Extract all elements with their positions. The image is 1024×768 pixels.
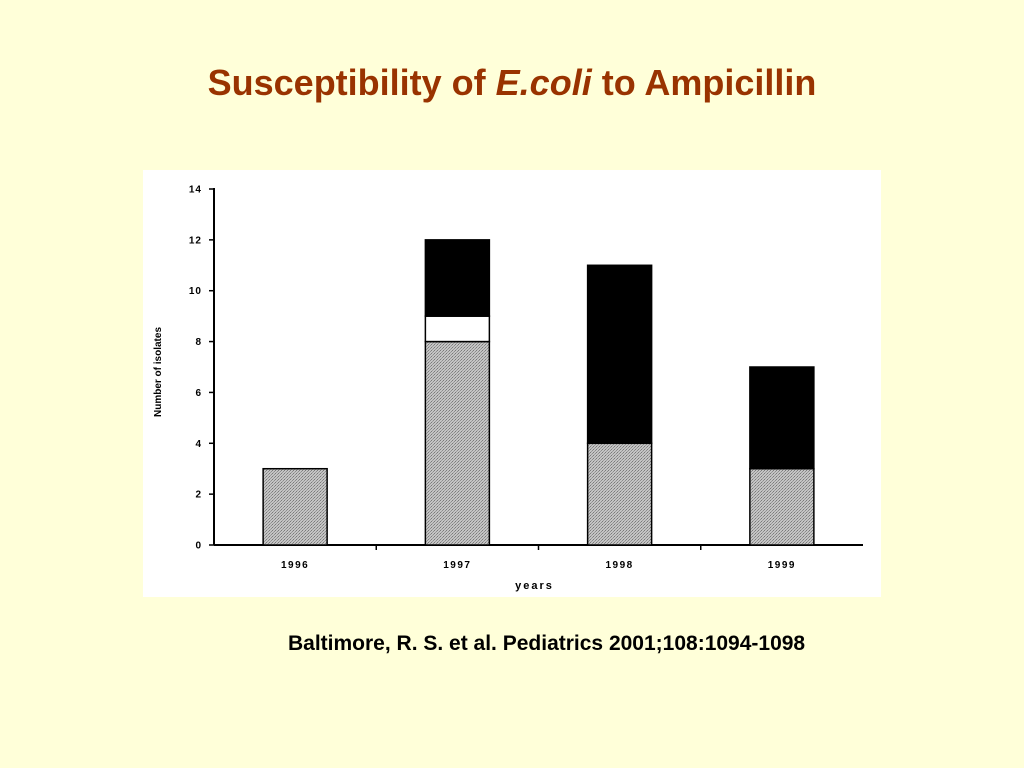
y-tick-label: 14: [189, 185, 202, 196]
title-text-start: Susceptibility of: [207, 62, 496, 103]
title-text-end: to Ampicillin: [591, 62, 817, 103]
slide-title: Susceptibility of E.coli to Ampicillin: [0, 62, 1024, 104]
bar-segment-1998-stippled: [586, 442, 653, 546]
y-tick-label: 2: [195, 490, 202, 501]
x-tick-label: 1996: [281, 560, 309, 571]
bar-segment-1997-white: [424, 315, 491, 343]
citation: Baltimore, R. S. et al. Pediatrics 2001;…: [288, 632, 806, 655]
bar-segment-1997-black: [424, 239, 491, 317]
y-tick-label: 10: [189, 286, 202, 297]
bar-segment-1997-stippled: [424, 340, 491, 546]
y-tick-label: 0: [195, 541, 202, 552]
x-tick-label: 1999: [768, 560, 796, 571]
y-tick-label: 6: [195, 388, 202, 399]
y-tick-label: 4: [195, 439, 202, 450]
bar-chart: 0 2 4 6 8 10 12 14 1996 1997 1998 1999 years Number o…: [153, 185, 863, 592]
bar-segment-1998-black: [586, 264, 653, 445]
bar-segment-1996-stippled: [262, 467, 328, 546]
bar-segment-1999-stippled: [749, 467, 815, 546]
bar-segment-1999-black: [749, 366, 815, 470]
x-axis-title: years: [515, 580, 554, 592]
x-tick-label: 1998: [606, 560, 634, 571]
y-tick-label: 12: [189, 235, 202, 246]
title-organism-name: E.coli: [495, 62, 592, 103]
x-tick-label: 1997: [443, 560, 471, 571]
chart-panel: 0 2 4 6 8 10 12 14 1996 1997 1998 1999 years Number o…: [143, 170, 881, 597]
y-tick-label: 8: [195, 337, 202, 348]
y-axis-title: Number of isolates: [153, 327, 164, 417]
